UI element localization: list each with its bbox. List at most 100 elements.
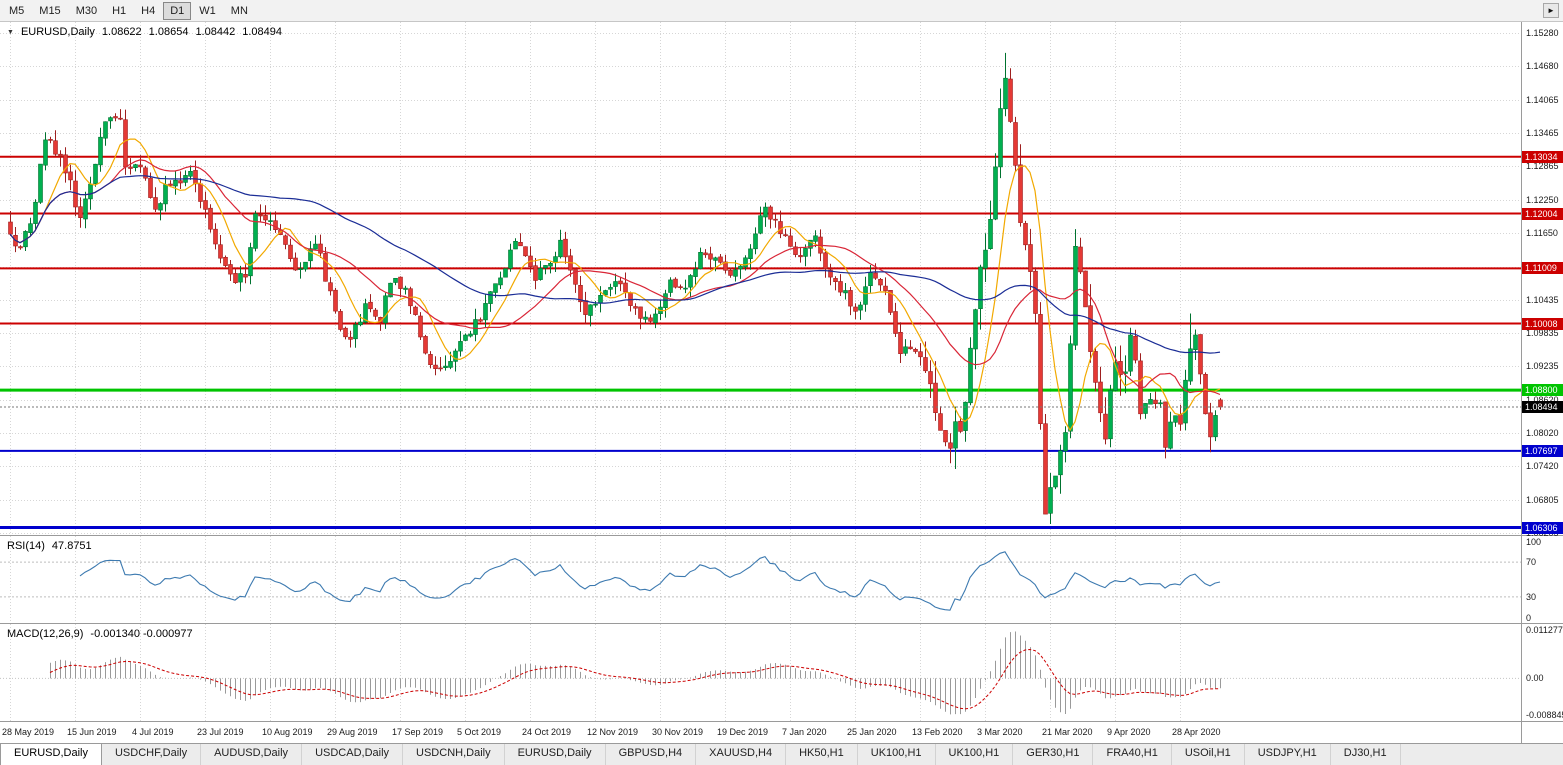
ma-55-line [9, 175, 1221, 354]
timeframe-toolbar: M5 M15 M30 H1 H4 D1 W1 MN ► [0, 0, 1563, 22]
timeframe-button-D1[interactable]: D1 [163, 1, 192, 20]
macd-histogram [50, 631, 1221, 715]
rsi-axis: 100 70 30 0 [1521, 536, 1563, 623]
date-tick-label: 15 Jun 2019 [67, 727, 117, 737]
symbol-tab-GER30-H1[interactable]: GER30,H1 [1013, 744, 1094, 765]
level-price-label: 1.11009 [1522, 262, 1563, 275]
symbol-tab-USDCHF-Daily[interactable]: USDCHF,Daily [102, 744, 202, 765]
date-tick-label: 21 Mar 2020 [1042, 727, 1093, 737]
macd-name: MACD(12,26,9) [7, 628, 84, 640]
macd-legend: MACD(12,26,9) -0.001340 -0.000977 [7, 628, 193, 640]
date-tick-label: 13 Feb 2020 [912, 727, 963, 737]
symbol-tab-HK50-H1[interactable]: HK50,H1 [786, 744, 858, 765]
ma-21-line [9, 159, 1221, 396]
rsi-indicator-panel: 100 70 30 0 RSI(14) 47.8751 [0, 536, 1563, 624]
symbol-tab-EURUSD-Daily[interactable]: EURUSD,Daily [505, 744, 606, 765]
date-tick-label: 28 Apr 2020 [1172, 727, 1221, 737]
symbol-tab-AUDUSD-Daily[interactable]: AUDUSD,Daily [201, 744, 303, 765]
timeframe-button-H1[interactable]: H1 [112, 4, 127, 17]
date-tick-label: 5 Oct 2019 [457, 727, 502, 737]
axis-separator [1521, 22, 1522, 744]
macd-tick-label: 0.011277 [1526, 625, 1563, 635]
timeframe-button-M15[interactable]: M15 [39, 4, 61, 17]
date-tick-label: 3 Mar 2020 [977, 727, 1023, 737]
timeframe-buttons: M5 M15 M30 H1 H4 D1 W1 MN [2, 1, 255, 20]
symbol-tab-DJ30-H1[interactable]: DJ30,H1 [1331, 744, 1401, 765]
toolbar-corner-button[interactable]: ► [1543, 3, 1559, 18]
legend-symbol: EURUSD,Daily [20, 26, 95, 38]
price-tick-label: 1.09835 [1526, 328, 1559, 339]
symbol-tab-FRA40-H1[interactable]: FRA40,H1 [1093, 744, 1172, 765]
price-tick-label: 1.15280 [1526, 28, 1559, 39]
price-tick-label: 1.13465 [1526, 128, 1559, 139]
candlestick-chart[interactable] [0, 22, 1521, 535]
timeframe-button-W1[interactable]: W1 [199, 4, 216, 17]
macd-tick-label: -0.008845 [1526, 710, 1563, 720]
date-tick-label: 7 Jan 2020 [782, 727, 827, 737]
date-tick-label: 9 Apr 2020 [1107, 727, 1151, 737]
price-tick-label: 1.12865 [1526, 161, 1559, 172]
chart-area: 1.15280 1.14680 1.14065 1.13465 1.12865 1.122… [0, 22, 1563, 744]
level-price-label: 1.13034 [1522, 150, 1563, 163]
price-tick-label: 1.14680 [1526, 61, 1559, 72]
legend-collapse-icon[interactable]: ▼ [7, 28, 14, 36]
symbol-tab-USDCNH-Daily[interactable]: USDCNH,Daily [403, 744, 505, 765]
macd-chart [0, 624, 1521, 721]
current-price-label: 1.08494 [1522, 400, 1563, 413]
timeframe-button-M30[interactable]: M30 [75, 4, 98, 17]
symbol-tab-XAUUSD-H4[interactable]: XAUUSD,H4 [696, 744, 787, 765]
date-tick-label: 23 Jul 2019 [197, 727, 244, 737]
corner-arrow-icon: ► [1547, 6, 1555, 15]
candles [8, 52, 1223, 524]
macd-tick-label: 0.00 [1526, 673, 1544, 684]
date-tick-label: 29 Aug 2019 [327, 727, 378, 737]
symbol-tab-UK100-H1[interactable]: UK100,H1 [858, 744, 936, 765]
symbol-tab-USOil-H1[interactable]: USOil,H1 [1172, 744, 1245, 765]
rsi-tick-label: 0 [1526, 613, 1532, 623]
timeframe-button-H4[interactable]: H4 [141, 4, 156, 17]
price-axis: 1.15280 1.14680 1.14065 1.13465 1.12865 1.122… [1521, 22, 1563, 538]
level-price-label: 1.07697 [1522, 444, 1563, 457]
level-price-label: 1.12004 [1522, 207, 1563, 220]
date-tick-label: 4 Jul 2019 [132, 727, 174, 737]
macd-axis: 0.011277 0.00 -0.008845 [1521, 624, 1563, 721]
legend-low: 1.08442 [195, 26, 236, 38]
symbol-tab-EURUSD-Daily[interactable]: EURUSD,Daily [0, 744, 102, 765]
date-tick-label: 28 May 2019 [2, 727, 55, 737]
price-tick-label: 1.08620 [1526, 395, 1559, 405]
macd-signal-line [49, 648, 1221, 710]
timeframe-button-MN[interactable]: MN [230, 4, 248, 17]
ma-8-line [9, 138, 1221, 432]
symbol-tab-GBPUSD-H4[interactable]: GBPUSD,H4 [606, 744, 697, 765]
price-tick-label: 1.14065 [1526, 94, 1559, 105]
date-tick-label: 30 Nov 2019 [652, 727, 704, 737]
symbol-tab-bar: EURUSD,Daily USDCHF,Daily AUDUSD,Daily USDC… [0, 744, 1563, 765]
date-tick-label: 17 Sep 2019 [392, 727, 444, 737]
price-chart-panel: 1.15280 1.14680 1.14065 1.13465 1.12865 1.122… [0, 22, 1563, 538]
rsi-value: 47.8751 [51, 540, 92, 552]
price-tick-label: 1.12250 [1526, 194, 1559, 205]
date-tick-label: 25 Jan 2020 [847, 727, 897, 737]
price-tick-label: 1.07420 [1526, 461, 1559, 472]
price-tick-label: 1.08020 [1526, 428, 1559, 439]
rsi-tick-label: 30 [1526, 591, 1537, 602]
level-price-label: 1.06306 [1522, 521, 1563, 534]
timeframe-button-M5[interactable]: M5 [9, 4, 25, 17]
rsi-legend: RSI(14) 47.8751 [7, 540, 92, 552]
legend-open: 1.08622 [101, 26, 142, 38]
symbol-tab-UK100-H1[interactable]: UK100,H1 [936, 744, 1014, 765]
macd-values: -0.001340 -0.000977 [90, 628, 193, 640]
price-tick-label: 1.06805 [1526, 495, 1559, 505]
price-tick-label: 1.10435 [1526, 294, 1559, 305]
date-tick-label: 19 Dec 2019 [717, 727, 769, 737]
price-tick-label: 1.09235 [1526, 361, 1559, 372]
macd-indicator-panel: 0.011277 0.00 -0.008845 MACD(12,26,9) -0.0… [0, 624, 1563, 722]
rsi-chart [0, 536, 1521, 623]
symbol-tab-USDCAD-Daily[interactable]: USDCAD,Daily [302, 744, 404, 765]
date-tick-label: 10 Aug 2019 [262, 727, 313, 737]
date-tick-label: 24 Oct 2019 [522, 727, 572, 737]
rsi-line [79, 551, 1221, 611]
rsi-tick-label: 100 [1526, 537, 1542, 547]
symbol-tab-USDJPY-H1[interactable]: USDJPY,H1 [1245, 744, 1331, 765]
